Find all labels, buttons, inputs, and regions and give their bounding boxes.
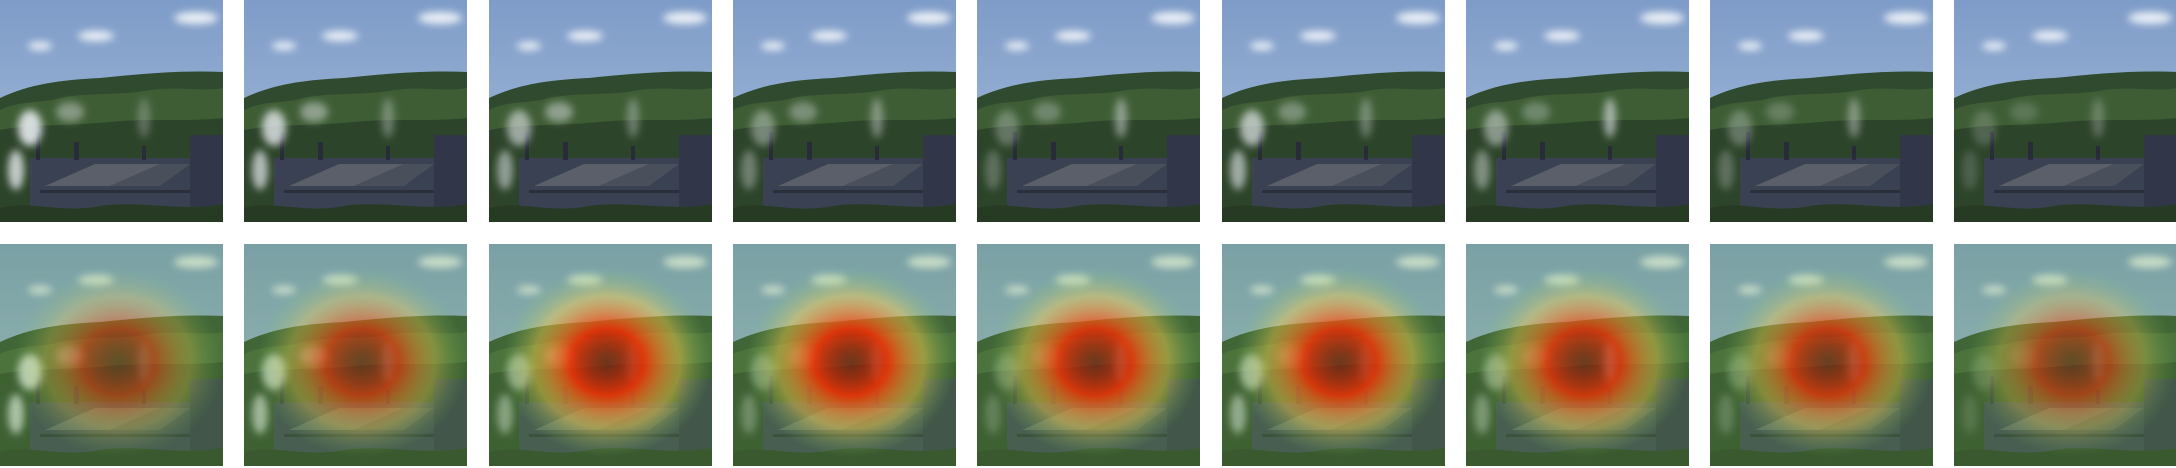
video-frame-3 <box>489 0 712 222</box>
factory-scene-image <box>1466 0 1689 222</box>
video-frame-8 <box>1710 0 1933 222</box>
attention-heatmap-image <box>1466 244 1689 466</box>
heatmap-frame-1 <box>0 244 223 466</box>
attention-heatmap-image <box>977 244 1200 466</box>
attention-heatmap-image <box>1222 244 1445 466</box>
heatmap-frame-3 <box>489 244 712 466</box>
video-frame-9 <box>1954 0 2176 222</box>
factory-scene-image <box>1710 0 1933 222</box>
attention-heatmap-image <box>489 244 712 466</box>
heatmap-frame-8 <box>1710 244 1933 466</box>
heatmap-frame-2 <box>244 244 467 466</box>
factory-scene-image <box>1954 0 2176 222</box>
attention-heatmap-image <box>244 244 467 466</box>
heatmap-frame-6 <box>1222 244 1445 466</box>
video-frame-5 <box>977 0 1200 222</box>
video-frame-4 <box>733 0 956 222</box>
heatmap-frame-9 <box>1954 244 2176 466</box>
video-frame-6 <box>1222 0 1445 222</box>
factory-scene-image <box>977 0 1200 222</box>
heatmap-frame-5 <box>977 244 1200 466</box>
factory-scene-image <box>489 0 712 222</box>
attention-heatmap-image <box>1954 244 2176 466</box>
factory-scene-image <box>733 0 956 222</box>
factory-scene-image <box>244 0 467 222</box>
video-frame-2 <box>244 0 467 222</box>
video-frame-1 <box>0 0 223 222</box>
factory-scene-image <box>1222 0 1445 222</box>
factory-scene-image <box>0 0 223 222</box>
video-frame-7 <box>1466 0 1689 222</box>
attention-heatmap-image <box>733 244 956 466</box>
attention-heatmap-image <box>0 244 223 466</box>
heatmap-frame-7 <box>1466 244 1689 466</box>
attention-heatmap-image <box>1710 244 1933 466</box>
heatmap-frame-4 <box>733 244 956 466</box>
